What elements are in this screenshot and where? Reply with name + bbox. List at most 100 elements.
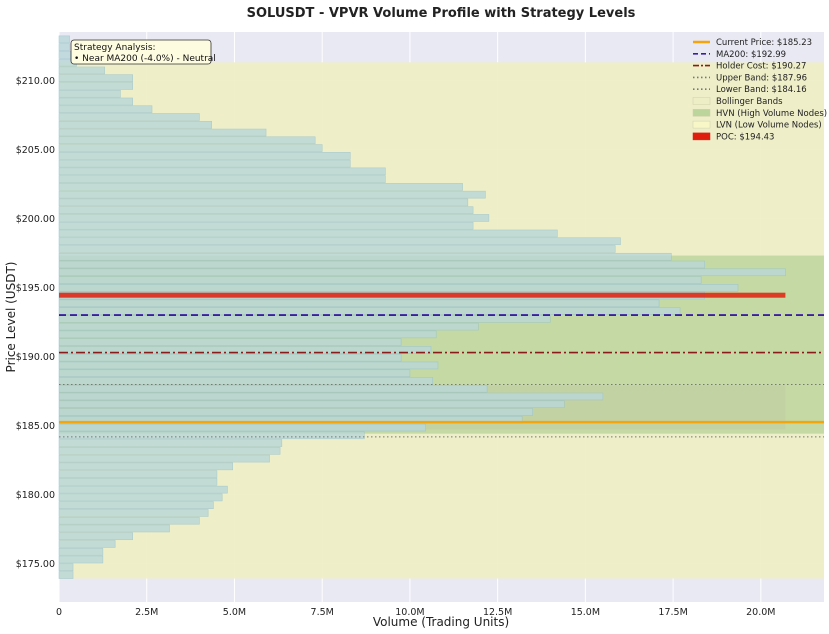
x-tick-label: 15.0M	[571, 607, 600, 618]
legend-label: Bollinger Bands	[716, 97, 783, 107]
volume-bar	[58, 198, 469, 207]
volume-bar	[58, 237, 621, 246]
volume-bar	[58, 284, 739, 292]
volume-bar	[58, 276, 702, 284]
volume-bar	[58, 540, 116, 548]
y-axis-label: Price Level (USDT)	[4, 262, 18, 373]
y-tick-label: $200.00	[16, 214, 55, 225]
volume-bar	[58, 462, 234, 471]
volume-bar	[58, 190, 486, 199]
chart-title: SOLUSDT - VPVR Volume Profile with Strat…	[247, 6, 636, 21]
y-tick-label: $195.00	[16, 283, 55, 294]
legend-label: HVN (High Volume Nodes)	[716, 109, 827, 119]
volume-bar	[58, 252, 672, 261]
legend-label: Holder Cost: $190.27	[716, 62, 806, 72]
x-tick-label: 12.5M	[483, 607, 512, 618]
y-axis-ticks: $175.00 $180.00 $185.00 $190.00 $195.00 $200.…	[16, 76, 55, 570]
volume-bar	[58, 346, 432, 354]
volume-bar	[58, 384, 488, 393]
volume-bar	[58, 516, 200, 525]
legend-label: Current Price: $185.23	[716, 38, 812, 48]
volume-bar	[58, 439, 283, 447]
volume-bar	[58, 408, 534, 416]
volume-bar	[58, 571, 74, 579]
annotation-box	[70, 39, 212, 65]
x-tick-label: 10.0M	[395, 607, 424, 618]
volume-bar	[58, 128, 267, 137]
annotation-line: Strategy Analysis:	[74, 43, 156, 53]
strategy-annotation: Strategy Analysis:• Near MA200 (-4.0%) -…	[70, 39, 216, 65]
x-axis-ticks: 0 2.5M 5.0M 7.5M 10.0M 12.5M 15.0M 17.5M 20.0M	[56, 607, 776, 618]
volume-bar	[58, 113, 200, 121]
volume-bar	[58, 330, 437, 339]
legend-label: POC: $194.43	[716, 132, 774, 142]
volume-bar	[58, 369, 411, 377]
volume-bar	[58, 555, 104, 564]
volume-bar	[58, 105, 153, 114]
y-tick-label: $205.00	[16, 145, 55, 156]
volume-bar	[58, 447, 281, 455]
volume-bar	[58, 159, 351, 168]
volume-bar	[58, 268, 786, 277]
volume-bar	[58, 400, 565, 409]
legend-swatch	[692, 109, 711, 117]
volume-bar	[58, 245, 616, 253]
y-tick-label: $185.00	[16, 421, 55, 432]
volume-bar	[58, 307, 681, 315]
volume-bar	[58, 89, 121, 98]
annotation-line: • Near MA200 (-4.0%) - Neutral	[74, 54, 216, 64]
volume-bar	[58, 74, 133, 82]
y-tick-label: $180.00	[16, 490, 55, 501]
volume-bar	[58, 392, 604, 401]
legend-swatch	[692, 97, 711, 105]
x-tick-label: 7.5M	[311, 607, 334, 618]
volume-bar	[58, 97, 133, 106]
volume-bar	[58, 493, 223, 502]
volume-bar	[58, 221, 474, 230]
x-tick-label: 5.0M	[223, 607, 246, 618]
volume-bar	[58, 509, 209, 517]
x-tick-label: 2.5M	[135, 607, 158, 618]
legend-label: MA200: $192.99	[716, 50, 786, 60]
poc-bar	[59, 292, 786, 298]
volume-bar	[58, 152, 351, 160]
volume-bar	[58, 478, 218, 486]
volume-bar	[58, 214, 490, 222]
volume-bar	[58, 35, 70, 44]
volume-bar	[58, 315, 551, 323]
volume-bar	[58, 454, 270, 463]
volume-bar	[58, 144, 323, 152]
volume-bar	[58, 183, 463, 191]
x-tick-label: 17.5M	[658, 607, 687, 618]
volume-bar	[58, 167, 386, 176]
volume-bar	[58, 82, 133, 90]
volume-bar	[58, 120, 212, 129]
volume-bar	[58, 299, 660, 308]
volume-bar	[58, 547, 104, 556]
legend-swatch	[692, 120, 711, 129]
volume-bar	[58, 175, 386, 183]
volume-bar	[58, 377, 434, 385]
legend-label: Lower Band: $184.16	[716, 85, 807, 95]
volume-bar	[58, 229, 558, 238]
volume-bar	[58, 485, 228, 494]
legend: Current Price: $185.23 MA200: $192.99 Hold…	[692, 38, 827, 142]
volume-bar	[58, 501, 214, 509]
x-tick-label: 0	[56, 607, 62, 618]
volume-bar	[58, 260, 705, 269]
volume-bar	[58, 431, 365, 440]
x-axis-label: Volume (Trading Units)	[373, 615, 509, 629]
volume-bar	[58, 423, 427, 432]
legend-swatch	[692, 132, 711, 141]
x-tick-label: 20.0M	[746, 607, 775, 618]
volume-bar	[58, 524, 170, 533]
y-tick-label: $175.00	[16, 559, 55, 570]
plot-area	[58, 32, 824, 602]
volume-bar	[58, 136, 316, 145]
y-tick-label: $190.00	[16, 352, 55, 363]
volume-bar	[58, 361, 439, 370]
volume-bar	[58, 470, 218, 478]
volume-bar	[58, 563, 74, 572]
volume-bar	[58, 338, 402, 346]
